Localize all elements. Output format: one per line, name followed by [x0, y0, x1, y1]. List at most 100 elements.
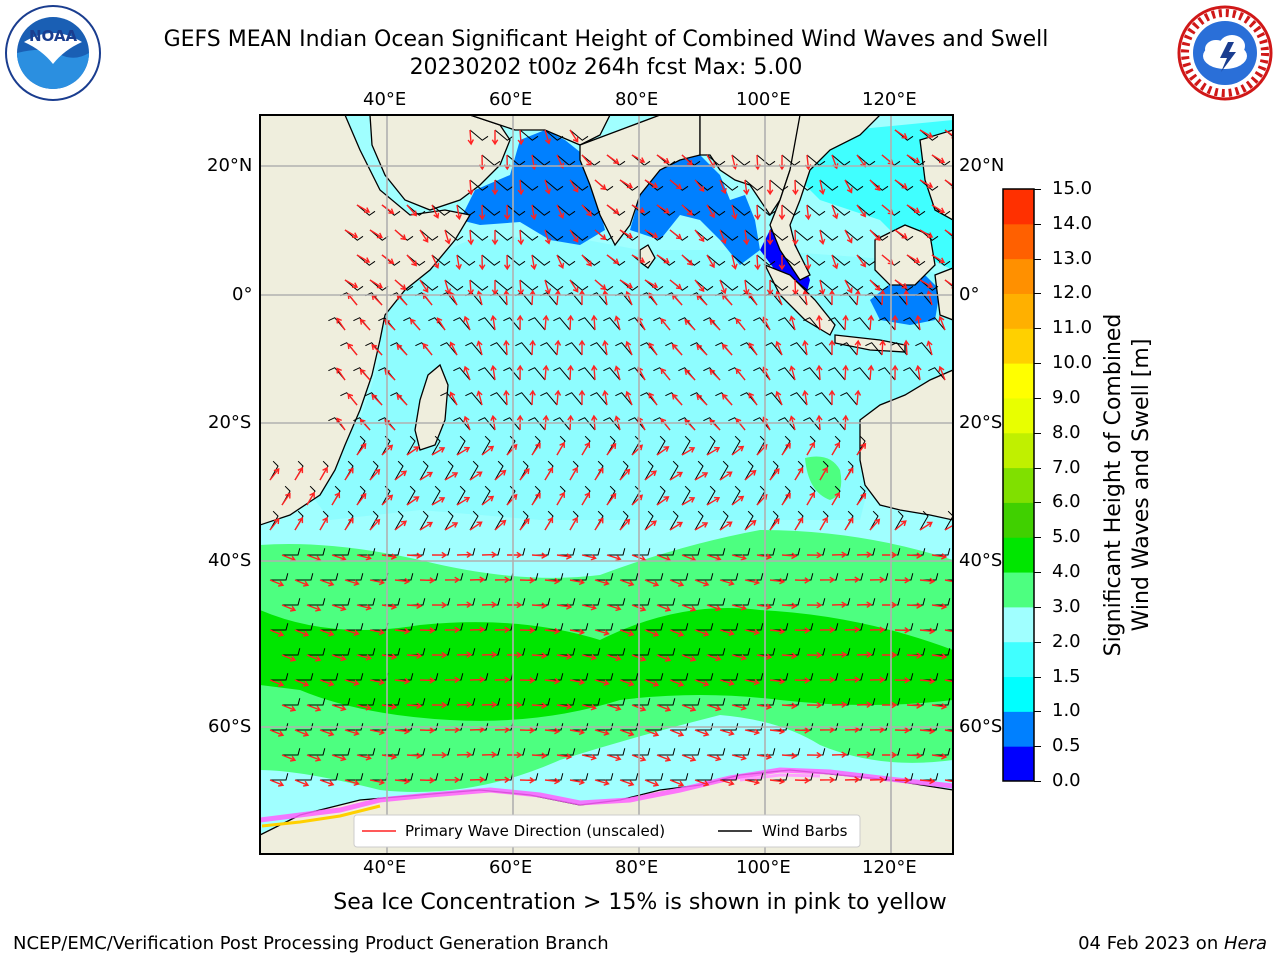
colorbar-tick-mark [1034, 502, 1041, 504]
wave-direction-arrow [819, 516, 828, 531]
wind-barb [931, 254, 951, 266]
wave-direction-arrow [519, 577, 536, 584]
wind-barb [456, 254, 476, 266]
wave-direction-arrow [394, 777, 411, 785]
wave-direction-arrow [344, 779, 360, 786]
wave-direction-arrow [744, 778, 760, 786]
wave-direction-arrow [356, 442, 367, 456]
wave-direction-arrow [319, 516, 328, 531]
wave-direction-arrow [503, 289, 510, 306]
wave-direction-arrow [519, 727, 536, 734]
wind-barb [456, 485, 466, 506]
wave-direction-arrow [906, 204, 921, 213]
wave-direction-arrow [503, 204, 511, 221]
wave-direction-arrow [494, 626, 511, 634]
wave-direction-arrow [544, 129, 552, 145]
wave-direction-arrow [706, 254, 715, 269]
wind-barb [357, 648, 376, 656]
wave-direction-arrow [719, 679, 735, 686]
wave-direction-arrow [931, 653, 948, 660]
colorbar-tick-mark [1034, 572, 1041, 574]
wind-barb [478, 317, 496, 331]
wave-direction-arrow [769, 777, 786, 785]
wave-direction-arrow [516, 314, 524, 331]
wind-barb [757, 548, 776, 556]
wave-direction-arrow [456, 701, 473, 708]
wind-barb [744, 279, 764, 291]
wave-direction-arrow [319, 629, 335, 637]
wave-direction-arrow [719, 279, 727, 295]
wind-barb [656, 485, 666, 506]
wind-barb [494, 229, 514, 241]
wind-barb [806, 204, 826, 216]
wave-direction-arrow [490, 314, 497, 331]
wave-direction-arrow [766, 179, 774, 196]
wind-barb [607, 548, 626, 556]
wind-barb [932, 748, 951, 756]
wind-barb [269, 460, 279, 481]
wind-barb [332, 548, 351, 556]
wave-direction-arrow [419, 577, 436, 584]
wind-barb [503, 367, 521, 381]
wind-barb [345, 723, 364, 731]
wave-direction-arrow [694, 279, 705, 293]
wave-direction-arrow [619, 679, 635, 687]
wind-barb [581, 204, 601, 216]
wind-barb [903, 367, 921, 381]
wave-direction-arrow [906, 154, 921, 163]
wind-barb [540, 392, 558, 406]
wind-barb [282, 648, 301, 656]
wind-barb [720, 723, 739, 731]
wave-direction-arrow [744, 469, 757, 481]
wind-barb [794, 229, 814, 241]
sea-ice-caption: Sea Ice Concentration > 15% is shown in … [333, 890, 947, 915]
wave-direction-arrow [731, 254, 738, 270]
wave-direction-arrow [903, 289, 910, 306]
wind-barb [681, 485, 691, 506]
wind-barb [557, 648, 576, 656]
wind-barb [453, 417, 471, 431]
wave-direction-arrow [481, 751, 498, 758]
colorbar-segment [1003, 397, 1034, 434]
wind-barb [706, 254, 726, 266]
wave-direction-arrow [831, 601, 848, 608]
wind-barbs-layer [269, 129, 953, 781]
wave-direction-arrow [669, 629, 685, 637]
colorbar-segment [1003, 502, 1034, 538]
wind-barb [745, 573, 764, 581]
wave-direction-arrow [269, 729, 285, 737]
wave-direction-arrow [544, 179, 552, 195]
wave-direction-arrow [681, 204, 693, 216]
wave-direction-arrow [756, 703, 773, 710]
wave-direction-arrow [507, 651, 523, 659]
wave-direction-arrow [581, 441, 591, 456]
wave-direction-arrow [769, 577, 786, 585]
wave-direction-arrow [906, 652, 923, 659]
wave-direction-arrow [554, 339, 562, 356]
colorbar [1002, 188, 1035, 782]
colorbar-tick-mark [1034, 189, 1041, 190]
colorbar-segment [1003, 432, 1034, 469]
wind-barb [620, 623, 639, 631]
wave-direction-arrow [681, 654, 697, 662]
wind-barb [465, 342, 483, 356]
wind-barb [320, 623, 339, 631]
wave-direction-arrow [556, 603, 573, 610]
wave-direction-arrow [818, 179, 826, 195]
wave-direction-arrow [381, 603, 398, 610]
wave-direction-arrow [569, 129, 579, 143]
wave-direction-arrow [831, 651, 848, 658]
wave-direction-arrow [544, 229, 552, 245]
wave-direction-arrow [517, 229, 525, 246]
wave-direction-arrow [419, 677, 436, 684]
lon-label-bottom-40e: 40°E [363, 857, 407, 878]
wave-direction-arrow [478, 254, 486, 271]
wind-barb [503, 417, 521, 431]
wave-direction-arrow [694, 522, 709, 531]
wind-barb [844, 229, 864, 241]
wind-barb [578, 317, 596, 331]
wave-direction-arrow [344, 679, 360, 686]
wave-direction-arrow [903, 339, 910, 356]
wave-direction-arrow [819, 626, 836, 634]
wind-barb [844, 179, 864, 191]
